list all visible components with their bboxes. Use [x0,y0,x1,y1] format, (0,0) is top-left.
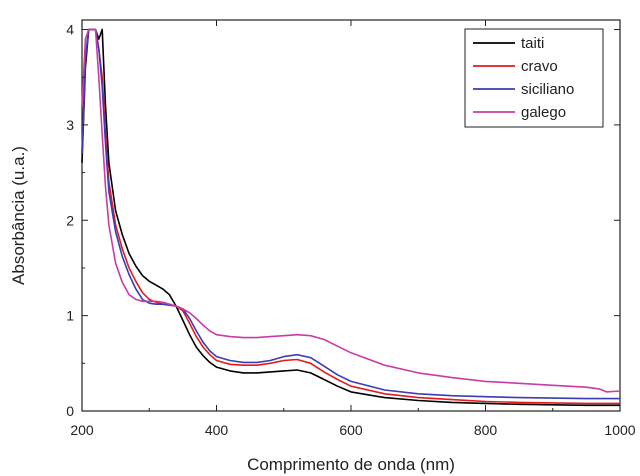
x-tick-label: 200 [70,422,94,438]
legend-label-siciliano: siciliano [521,81,574,98]
series-line-siciliano [81,28,620,400]
x-axis-title: Comprimento de onda (nm) [247,455,455,474]
plot-area: 200 400 600 800 1000 0 1 2 3 4 [66,19,636,438]
y-tick-label: 3 [66,117,74,133]
y-tick-label: 1 [66,308,74,324]
x-tick-label: 400 [205,422,229,438]
legend-label-cravo: cravo [521,58,558,75]
series-line-galego [81,28,621,393]
y-tick-label: 0 [66,403,74,419]
x-tick-label: 1000 [604,422,635,438]
series-line-taiti [81,28,620,407]
y-tick-label: 4 [66,22,74,38]
x-tick-label: 600 [339,422,363,438]
legend-label-galego: galego [521,104,566,121]
legend: taiti cravo siciliano galego [464,28,604,128]
y-axis-ticks: 0 1 2 3 4 [66,22,620,419]
legend-box [464,28,604,128]
y-tick-label: 2 [66,212,74,228]
legend-label-taiti: taiti [521,35,544,52]
y-axis-title: Absorbância (u.a.) [9,146,28,285]
x-axis-ticks: 200 400 600 800 1000 [70,20,636,438]
x-tick-label: 800 [474,422,498,438]
series-layer [81,28,621,407]
